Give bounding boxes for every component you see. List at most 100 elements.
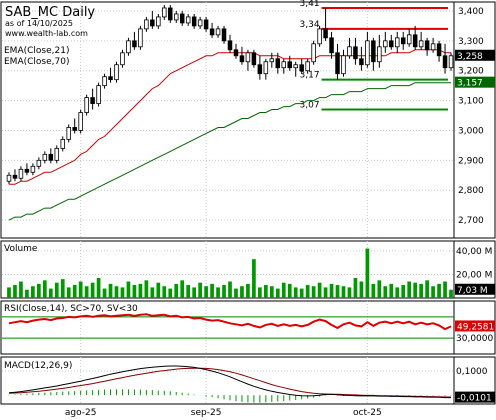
volume-bar [186, 285, 191, 298]
candle-body [102, 76, 107, 87]
candle-body [30, 165, 36, 173]
macd-tick-label: 0,1000 [456, 367, 488, 377]
volume-bar [25, 289, 29, 298]
volume-bar [335, 285, 340, 298]
x-tick-label: oct-25 [353, 408, 382, 418]
candle-body [132, 40, 137, 48]
volume-bar [341, 286, 346, 298]
candle-body [185, 16, 191, 24]
candle-body [275, 58, 281, 69]
candle-body [418, 40, 424, 48]
volume-last-label-bg [455, 283, 495, 295]
legend-ema70: EMA(Close,70) [4, 57, 69, 67]
volume-bar [425, 280, 429, 298]
pane-macd-frame [0, 356, 496, 405]
volume-bar [162, 286, 167, 298]
candle-body [371, 40, 376, 63]
volume-bar [13, 285, 17, 298]
candle-body [191, 16, 197, 27]
y-tick-label: 2,800 [458, 186, 484, 196]
candle-body [48, 153, 54, 161]
date-line: as of 14/10/2025 [5, 19, 73, 28]
candle-body [311, 43, 316, 63]
volume-bar [401, 285, 406, 298]
volume-bar [234, 288, 238, 298]
volume-bar [198, 282, 202, 298]
candle-body [329, 37, 334, 54]
candle-body [287, 61, 292, 69]
pane-price-frame [0, 1, 496, 239]
volume-bar [222, 285, 226, 298]
candle-body [138, 28, 143, 48]
volume-bar [269, 286, 274, 298]
volume-bar [275, 288, 280, 298]
macd-title: MACD(12,26,9) [4, 361, 72, 371]
rsi-line [8, 313, 452, 331]
candle-body [341, 55, 346, 75]
candle-body [305, 61, 310, 72]
volume-bar [144, 280, 149, 298]
candle-body [215, 28, 221, 36]
macd-last-label-bg [455, 391, 495, 403]
rsi-tick-label: 30,0000 [456, 334, 493, 344]
volume-bar [132, 285, 137, 298]
volume-bar [443, 281, 447, 298]
volume-bar [377, 280, 382, 298]
volume-bar [329, 283, 334, 298]
x-tick-label: sep-25 [191, 408, 222, 418]
candle-body [78, 112, 83, 131]
candle-body [448, 55, 454, 69]
volume-bar [263, 285, 268, 298]
candle-body [54, 147, 60, 161]
volume-bar [353, 277, 358, 298]
candle-body [156, 16, 161, 27]
candle-body [42, 153, 48, 161]
volume-bar [252, 259, 256, 298]
volume-bar [192, 287, 197, 298]
candle-body [108, 76, 113, 81]
candle-body [66, 127, 71, 140]
candle-body [263, 61, 269, 75]
candle-body [383, 40, 388, 48]
candle-body [203, 19, 209, 30]
candle-body [84, 97, 89, 113]
level-label: 3,34 [300, 20, 320, 30]
candle-body [60, 139, 65, 149]
candle-body [400, 37, 406, 45]
candle-body [293, 64, 298, 69]
volume-bar [96, 277, 101, 298]
candle-body [347, 46, 352, 57]
candle-body [72, 127, 77, 131]
volume-bar [365, 248, 370, 298]
candle-body [239, 55, 245, 63]
volume-bar [156, 282, 161, 298]
volume-bar [120, 287, 125, 298]
volume-bar [449, 289, 453, 298]
rsi-title: RSI(Close,14), SC>70, SV<30 [4, 304, 138, 314]
volume-bar [281, 282, 286, 298]
volume-bar [174, 283, 179, 298]
volume-bar [413, 282, 418, 298]
volume-bar [359, 281, 364, 298]
volume-bar [299, 288, 304, 298]
volume-bar [54, 282, 59, 298]
y-tick-label: 3,200 [458, 67, 484, 77]
volume-last-label: 7,03 M [457, 286, 488, 296]
candle-body [245, 52, 251, 63]
volume-title: Volume [4, 244, 38, 254]
last-ema70-label-bg [455, 76, 495, 88]
candle-body [173, 13, 179, 21]
volume-bar [42, 280, 47, 298]
candle-body [389, 40, 394, 48]
last-close-label-bg [455, 49, 495, 61]
volume-bar [126, 281, 131, 298]
level-label: 3,07 [300, 101, 320, 111]
volume-bar [383, 286, 388, 298]
candle-body [395, 37, 400, 48]
candle-body [377, 46, 382, 63]
volume-bar [66, 287, 71, 298]
volume-bar [311, 286, 316, 298]
chart-title: SAB_MC Daily [5, 5, 95, 20]
volume-bar [204, 286, 208, 298]
